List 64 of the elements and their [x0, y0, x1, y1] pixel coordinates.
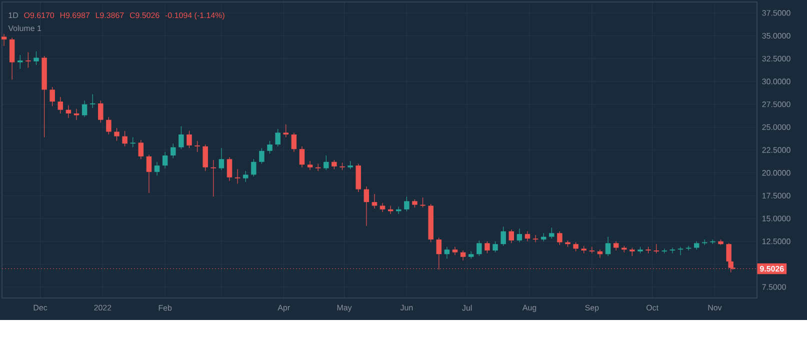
candlestick [210, 160, 216, 197]
candlestick [122, 130, 128, 147]
candlestick [170, 143, 176, 159]
candlestick [549, 227, 554, 239]
candlestick [532, 234, 538, 243]
candlestick [452, 246, 458, 256]
candlestick [324, 155, 329, 170]
candlestick [516, 228, 522, 243]
candlestick [307, 160, 313, 170]
candlestick [364, 186, 370, 226]
candlestick [114, 128, 120, 142]
candlestick [605, 236, 611, 256]
candlestick [106, 116, 112, 135]
candlestick [524, 231, 530, 242]
candlestick [146, 154, 152, 194]
candlestick [234, 168, 240, 184]
candlestick [670, 247, 676, 254]
candlestick [500, 226, 506, 246]
candlestick [356, 163, 361, 192]
candlestick [9, 37, 15, 80]
candlestick [34, 51, 39, 66]
candlestick [275, 128, 280, 147]
candlestick [74, 108, 80, 120]
candlestick [267, 140, 272, 154]
candlestick [162, 152, 168, 169]
candlestick [372, 194, 378, 209]
candlestick [226, 157, 232, 182]
candlestick [573, 242, 578, 252]
candlestick [58, 96, 64, 114]
candlestick [460, 250, 466, 261]
candlestick [186, 130, 192, 148]
candlestick [194, 140, 200, 152]
candlestick [178, 126, 184, 150]
candlestick [444, 246, 450, 260]
candlestick [299, 146, 305, 168]
candlestick [484, 241, 490, 254]
candlestick [18, 54, 23, 69]
candlestick [283, 124, 289, 138]
candlestick [508, 229, 514, 244]
candlestick [138, 140, 144, 160]
candlestick [202, 144, 208, 172]
candlestick [218, 148, 224, 170]
candlestick [90, 94, 96, 108]
candlestick [557, 231, 562, 246]
candlestick [82, 100, 88, 118]
candlestick [613, 241, 619, 251]
candlestick [50, 86, 55, 106]
candlestick [243, 170, 248, 182]
candlestick [1, 34, 7, 46]
candlestick [154, 162, 160, 176]
candlestick [251, 158, 256, 177]
candlestick [259, 148, 264, 164]
candlestick [98, 100, 104, 123]
candlestick [332, 160, 337, 170]
candlestick [66, 104, 72, 118]
candlestick [26, 52, 31, 68]
candlestick [678, 246, 684, 256]
candlestick [130, 136, 136, 148]
candlestick [476, 240, 482, 256]
candlestick [404, 196, 410, 212]
candlestick [492, 241, 498, 253]
candlestick [654, 244, 659, 254]
candlestick [291, 132, 297, 152]
candlestick [380, 202, 386, 212]
